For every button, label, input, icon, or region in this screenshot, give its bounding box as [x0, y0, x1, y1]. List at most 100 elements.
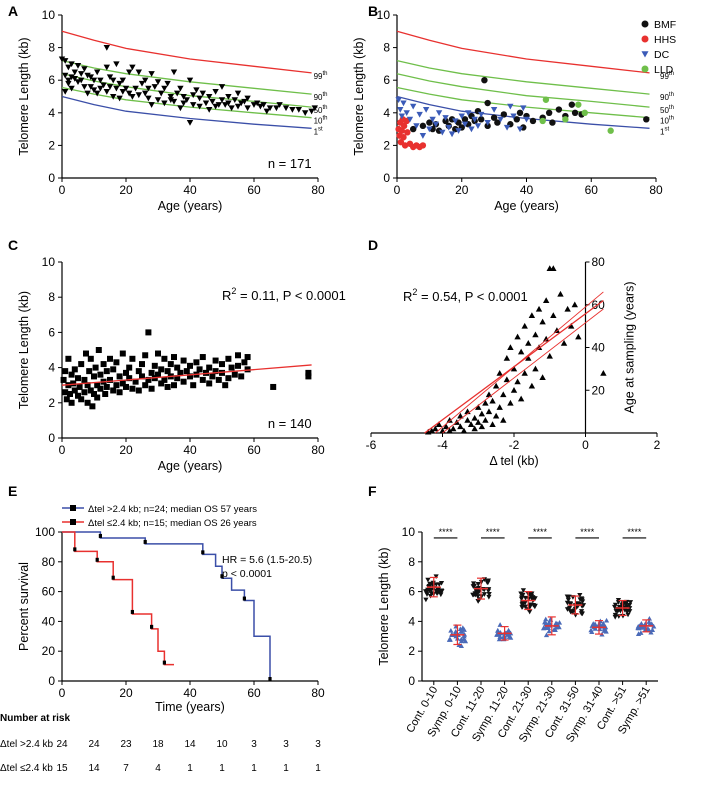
- percentile-suffix: th: [669, 116, 674, 122]
- censor-mark: [98, 533, 102, 538]
- data-point: [180, 378, 187, 385]
- data-point: [263, 108, 270, 115]
- percentile-suffix: th: [669, 105, 674, 111]
- data-point: [186, 120, 194, 126]
- data-point: [244, 95, 251, 102]
- y-axis-label: Percent survival: [17, 562, 31, 651]
- data-point: [65, 355, 72, 362]
- data-point-dc: [490, 106, 498, 113]
- data-point: [170, 98, 178, 105]
- legend-marker-bmf: [641, 20, 649, 28]
- data-point: [571, 301, 578, 308]
- data-point: [541, 625, 547, 631]
- data-point: [180, 357, 187, 364]
- data-point: [648, 629, 654, 635]
- at-risk-value: 7: [123, 763, 129, 774]
- data-point: [177, 85, 184, 92]
- data-point: [457, 412, 464, 419]
- data-point: [238, 373, 245, 380]
- data-point: [116, 80, 123, 87]
- data-point: [190, 382, 197, 389]
- data-point: [457, 423, 464, 430]
- data-point: [553, 327, 561, 333]
- percentile-label-10: 10th: [660, 116, 674, 126]
- data-point: [145, 95, 152, 102]
- data-point: [423, 597, 429, 603]
- data-point: [461, 633, 467, 639]
- fit-line: [61, 364, 312, 386]
- data-point: [250, 102, 258, 108]
- data-point: [119, 77, 126, 84]
- data-point-bmf: [484, 122, 491, 130]
- data-point-dc: [448, 131, 456, 138]
- x-axis-label: Age (years): [158, 199, 223, 213]
- data-point: [202, 100, 210, 107]
- data-point-dc: [523, 116, 530, 123]
- data-point: [471, 592, 477, 598]
- data-point: [116, 373, 123, 380]
- data-point-dc: [474, 123, 482, 130]
- data-point: [617, 608, 624, 614]
- data-point: [518, 591, 524, 597]
- data-point: [241, 359, 248, 366]
- data-point: [627, 600, 634, 605]
- data-point: [475, 404, 482, 410]
- data-point-lld: [542, 96, 550, 103]
- at-risk-value: 15: [56, 763, 68, 774]
- data-point: [132, 85, 139, 92]
- data-point-dc: [445, 124, 452, 131]
- y-tick-label: 8: [408, 555, 415, 569]
- data-point: [97, 77, 104, 84]
- data-point-lld: [581, 109, 588, 117]
- data-point: [126, 364, 133, 371]
- data-point-dc: [455, 128, 462, 134]
- data-point: [151, 84, 158, 90]
- data-point: [495, 628, 501, 633]
- x-tick-label: 60: [247, 686, 261, 700]
- data-point: [568, 322, 575, 329]
- data-point: [528, 382, 536, 389]
- x-tick-label: 40: [183, 686, 197, 700]
- data-point: [103, 383, 110, 390]
- y-axis-label: Telomere Length (kb): [377, 547, 391, 665]
- data-point: [67, 391, 73, 397]
- data-point-dc: [507, 103, 514, 110]
- data-point: [460, 625, 466, 630]
- data-point-dc: [468, 126, 475, 133]
- data-point: [424, 589, 430, 594]
- data-point: [542, 335, 550, 342]
- data-point: [206, 106, 213, 113]
- y-tick-label: 0: [48, 431, 55, 445]
- data-point: [600, 369, 607, 376]
- legend-marker-2: [70, 519, 76, 525]
- at-risk-value: 1: [251, 763, 257, 774]
- data-point: [129, 355, 136, 362]
- data-point: [473, 588, 479, 594]
- x-tick-label: 2: [654, 438, 661, 452]
- data-point: [100, 361, 107, 368]
- data-point: [510, 387, 518, 393]
- data-point: [81, 389, 88, 396]
- data-point: [196, 366, 203, 373]
- data-point: [539, 374, 546, 380]
- percentile-label-50: 50th: [660, 105, 674, 115]
- at-risk-value: 18: [152, 739, 164, 750]
- data-point-bmf: [494, 119, 501, 126]
- x-tick-label: 80: [311, 686, 325, 700]
- data-point-hhs: [398, 127, 406, 134]
- percentile-label-90: 90th: [660, 92, 674, 102]
- significance-label: ****: [580, 527, 595, 537]
- data-point-dc: [409, 103, 417, 110]
- data-point: [234, 103, 242, 110]
- x-tick-label: 20: [119, 686, 133, 700]
- data-point: [497, 622, 503, 627]
- data-point: [215, 102, 222, 108]
- data-point: [180, 100, 187, 107]
- data-point: [564, 594, 570, 600]
- data-point: [180, 93, 187, 100]
- data-point: [142, 382, 149, 389]
- data-point: [65, 77, 72, 84]
- data-point-dc: [435, 110, 443, 116]
- y-tick-label: 20: [592, 383, 606, 397]
- data-point-dc: [471, 116, 478, 123]
